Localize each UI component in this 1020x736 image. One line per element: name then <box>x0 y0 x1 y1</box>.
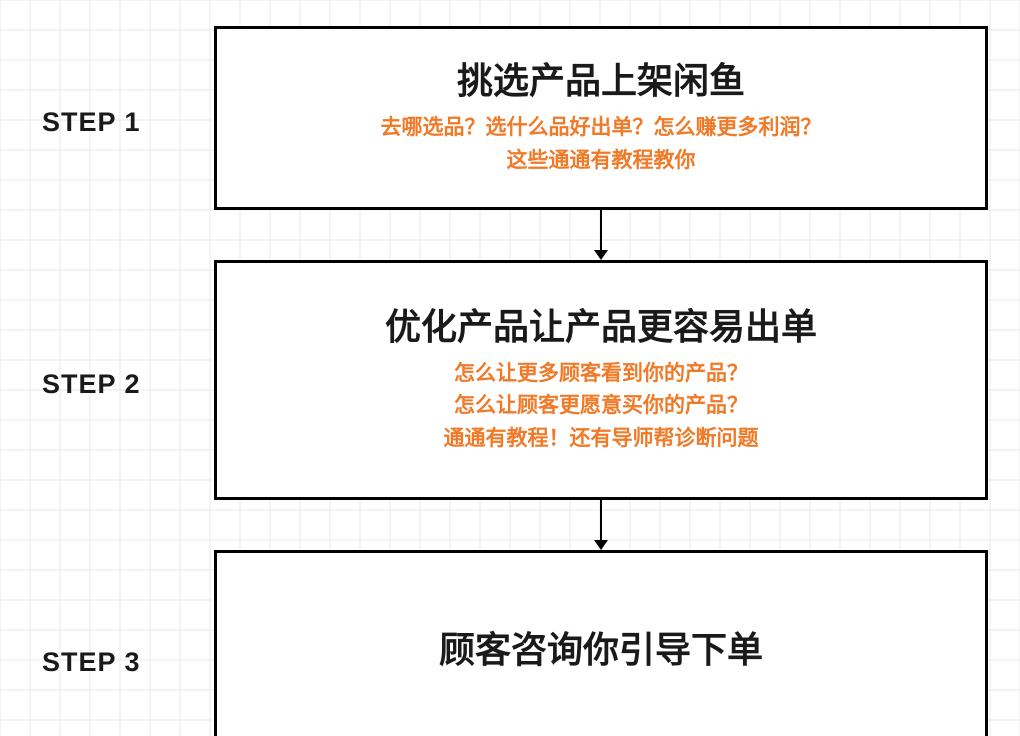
flow-box-2-subtitle-line-2: 怎么让顾客更愿意买你的产品？ <box>444 390 759 423</box>
arrow-1 <box>592 210 610 262</box>
step-label-3: STEP 3 <box>42 647 141 678</box>
step-label-2: STEP 2 <box>42 369 141 400</box>
flow-box-3: 顾客咨询你引导下单 <box>214 550 988 736</box>
flow-box-3-title: 顾客咨询你引导下单 <box>439 628 763 671</box>
flow-box-1-subtitle-line-2: 这些通通有教程教你 <box>381 145 822 178</box>
flow-box-2-subtitle-line-1: 怎么让更多顾客看到你的产品？ <box>444 358 759 391</box>
flow-box-1: 挑选产品上架闲鱼去哪选品？选什么品好出单？怎么赚更多利润？这些通通有教程教你 <box>214 26 988 210</box>
flow-box-2-subtitle: 怎么让更多顾客看到你的产品？怎么让顾客更愿意买你的产品？通通有教程！还有导师帮诊… <box>444 358 759 456</box>
step-label-1: STEP 1 <box>42 107 141 138</box>
flow-box-2-subtitle-line-3: 通通有教程！还有导师帮诊断问题 <box>444 423 759 456</box>
flow-box-1-subtitle-line-1: 去哪选品？选什么品好出单？怎么赚更多利润？ <box>381 112 822 145</box>
arrow-2 <box>592 500 610 552</box>
flow-box-1-subtitle: 去哪选品？选什么品好出单？怎么赚更多利润？这些通通有教程教你 <box>381 112 822 177</box>
flow-box-2-title: 优化产品让产品更容易出单 <box>385 305 817 348</box>
flow-box-2: 优化产品让产品更容易出单怎么让更多顾客看到你的产品？怎么让顾客更愿意买你的产品？… <box>214 260 988 500</box>
flow-box-1-title: 挑选产品上架闲鱼 <box>457 59 745 102</box>
flowchart-stage: STEP 1 挑选产品上架闲鱼去哪选品？选什么品好出单？怎么赚更多利润？这些通通有… <box>0 0 1020 736</box>
